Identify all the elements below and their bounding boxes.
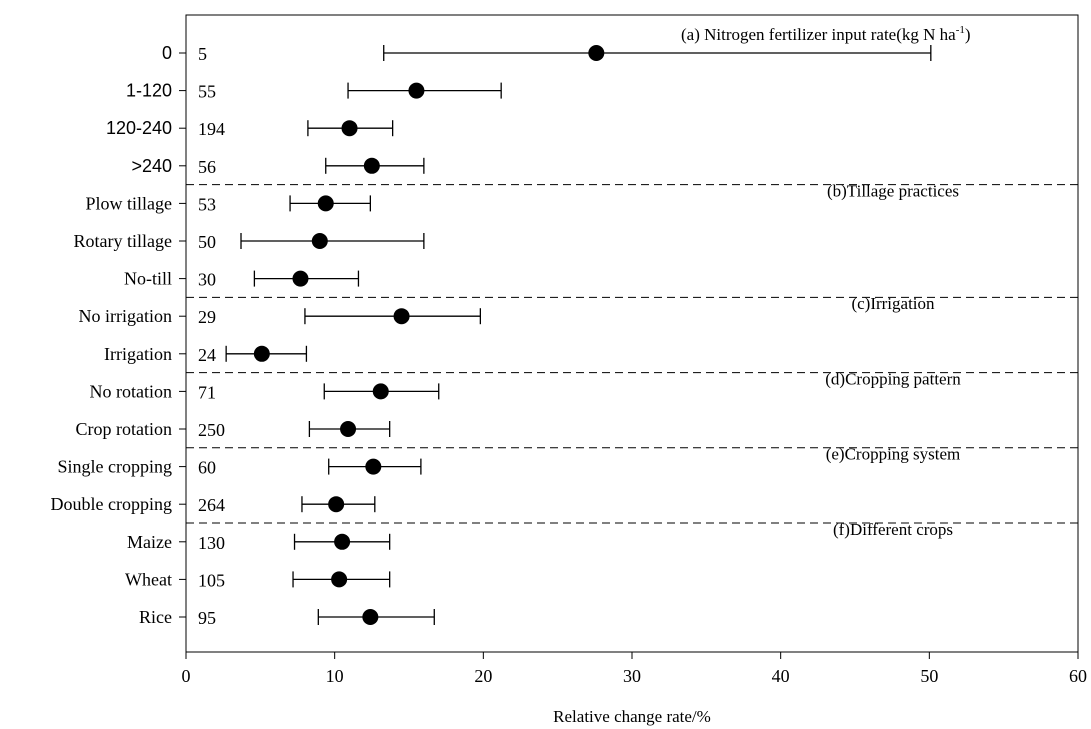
y-tick-label: Plow tillage [86, 193, 173, 213]
data-point [311, 233, 328, 249]
sample-size-label: 30 [198, 270, 216, 290]
group-label: (b)Tillage practices [827, 181, 959, 200]
y-tick-label: Rice [139, 607, 172, 627]
y-tick-label: 0 [162, 43, 172, 63]
sample-size-label: 24 [198, 345, 216, 365]
group-label: (e)Cropping system [826, 445, 961, 464]
data-point [334, 533, 351, 550]
sample-size-label: 130 [198, 533, 225, 553]
x-axis-label: Relative change rate/% [553, 707, 711, 726]
group-label-suffix: ) [965, 25, 971, 44]
sample-size-label: 60 [198, 458, 216, 478]
sample-size-label: 53 [198, 194, 216, 214]
y-tick-label: 120-240 [106, 118, 172, 138]
data-point [408, 82, 425, 99]
plot-frame [185, 14, 1079, 653]
group-label: (d)Cropping pattern [825, 369, 961, 388]
group-label: (f)Different crops [833, 520, 953, 539]
x-tick-label: 60 [1069, 666, 1087, 686]
sample-size-label: 29 [198, 307, 216, 327]
y-tick-label: No irrigation [79, 306, 172, 326]
sample-size-label: 194 [198, 119, 225, 139]
data-point [292, 270, 309, 287]
sample-size-label: 264 [198, 495, 225, 515]
data-point [341, 120, 358, 137]
y-tick-label: Single cropping [58, 457, 173, 477]
data-point [362, 609, 379, 625]
y-tick-label: Wheat [125, 569, 172, 589]
y-tick-label: >240 [131, 156, 172, 176]
sample-size-label: 71 [198, 382, 216, 402]
data-point [328, 496, 345, 513]
sample-size-label: 105 [198, 570, 225, 590]
sample-size-label: 250 [198, 420, 225, 440]
data-point [253, 345, 270, 362]
x-tick-label: 20 [474, 666, 492, 686]
data-point [393, 308, 410, 325]
group-label-text: (a) Nitrogen fertilizer input rate(kg N … [681, 25, 956, 44]
y-tick-label: 1-120 [126, 81, 172, 101]
y-tick-label: Irrigation [104, 344, 172, 364]
y-tick-label: No rotation [90, 381, 173, 401]
group-label: (a) Nitrogen fertilizer input rate(kg N … [681, 24, 971, 44]
group-label-superscript: -1 [956, 24, 965, 36]
data-point [372, 383, 389, 400]
sample-size-label: 95 [198, 608, 216, 628]
group-label: (c)Irrigation [851, 294, 935, 313]
sample-size-label: 55 [198, 82, 216, 102]
y-tick-label: Crop rotation [76, 419, 173, 439]
y-tick-label: Double cropping [51, 494, 172, 514]
x-tick-label: 40 [772, 666, 790, 686]
data-point [331, 571, 348, 588]
y-tick-label: No-till [124, 269, 172, 289]
sample-size-label: 56 [198, 157, 216, 177]
sample-size-label: 50 [198, 232, 216, 252]
sample-size-label: 5 [198, 44, 207, 64]
x-tick-label: 30 [623, 666, 641, 686]
data-point [365, 458, 382, 475]
x-tick-label: 0 [182, 666, 191, 686]
data-point [363, 157, 380, 174]
data-point [340, 421, 357, 437]
data-point [588, 45, 605, 61]
x-tick-label: 50 [920, 666, 938, 686]
y-tick-label: Maize [127, 532, 172, 552]
data-point [317, 195, 334, 212]
x-tick-label: 10 [326, 666, 344, 686]
y-tick-label: Rotary tillage [74, 231, 172, 251]
